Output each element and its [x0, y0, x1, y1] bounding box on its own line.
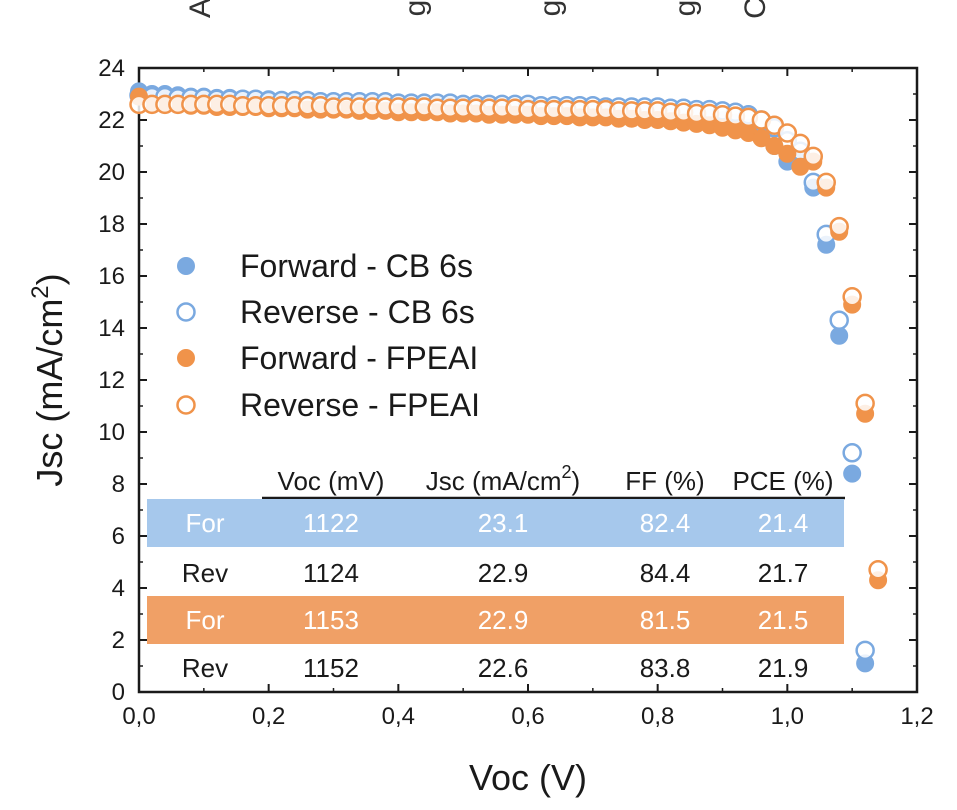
- y-tick-label: 22: [98, 107, 125, 134]
- x-axis-title: Voc (V): [469, 757, 587, 798]
- table-row-band-blue: [147, 499, 844, 547]
- data-point: [842, 443, 862, 463]
- table-header-close: ): [572, 466, 581, 496]
- top-label-1: g: [399, 0, 432, 16]
- x-tick-label: 0,2: [252, 703, 285, 730]
- y-axis-title-sup: 2: [27, 285, 54, 298]
- table-cell: 81.5: [640, 605, 691, 635]
- x-tick-label: 0,0: [122, 703, 155, 730]
- top-label-0: A: [184, 0, 217, 18]
- table-header: Jsc (mA/cm2): [426, 462, 580, 496]
- table-cell: 21.4: [758, 508, 809, 538]
- data-point: [868, 560, 888, 580]
- x-axis: 0,0 0,2 0,4 0,6 0,8 1,0 1,2: [122, 68, 934, 730]
- y-tick-label: 4: [112, 575, 125, 602]
- legend-marker: [177, 349, 195, 367]
- data-point: [843, 464, 862, 483]
- x-tick-label: 0,6: [511, 703, 544, 730]
- data-point: [803, 146, 824, 167]
- performance-table: Voc (mV) Jsc (mA/cm2) FF (%) PCE (%) For 1122…: [147, 462, 845, 683]
- legend-marker: [176, 302, 196, 322]
- table-cell: 1124: [303, 558, 359, 588]
- table-header-main: Jsc (mA/cm: [426, 466, 562, 496]
- data-point: [855, 640, 875, 661]
- table-cell: 21.5: [758, 605, 809, 635]
- table-row-label: For: [186, 605, 225, 635]
- y-tick-label: 10: [98, 419, 125, 446]
- legend-label: Reverse - FPEAI: [240, 387, 480, 423]
- data-point: [777, 123, 798, 143]
- data-point: [829, 216, 849, 237]
- legend: Forward - CB 6s Reverse - CB 6s Forward - …: [176, 248, 480, 423]
- table-cell: 82.4: [640, 508, 691, 538]
- y-axis-title-main: Jsc (mA/cm: [29, 299, 70, 487]
- top-label-3: g: [669, 0, 702, 16]
- data-point: [816, 172, 836, 193]
- x-tick-label: 0,4: [382, 703, 415, 730]
- y-tick-label: 2: [112, 627, 125, 654]
- table-cell: 22.9: [478, 558, 529, 588]
- table-cell: 1152: [303, 653, 359, 683]
- legend-marker: [176, 395, 196, 415]
- data-series: [129, 82, 888, 673]
- data-point: [855, 393, 875, 414]
- table-cell: 84.4: [640, 558, 691, 588]
- data-point: [778, 144, 797, 163]
- series-3: [129, 94, 888, 580]
- x-tick-label: 1,2: [900, 703, 933, 730]
- table-row-label: Rev: [182, 558, 228, 588]
- y-tick-label: 12: [98, 367, 125, 394]
- legend-label: Reverse - CB 6s: [240, 294, 475, 330]
- x-tick-label: 1,0: [771, 703, 804, 730]
- table-cell: 21.7: [758, 558, 809, 588]
- table-cell: 83.8: [640, 653, 691, 683]
- y-tick-label: 0: [112, 679, 125, 706]
- data-point: [842, 287, 862, 307]
- table-cell: 23.1: [478, 508, 529, 538]
- table-cell: 1122: [303, 508, 359, 538]
- table-header: Voc (mV): [278, 466, 385, 496]
- y-tick-label: 20: [98, 159, 125, 186]
- table-row-label: Rev: [182, 653, 228, 683]
- y-tick-label: 6: [112, 523, 125, 550]
- y-tick-label: 8: [112, 471, 125, 498]
- data-point: [829, 310, 849, 330]
- legend-label: Forward - CB 6s: [240, 248, 473, 284]
- legend-marker: [177, 257, 195, 275]
- table-cell: 21.9: [758, 653, 809, 683]
- y-axis-title: Jsc (mA/cm2): [27, 273, 70, 486]
- top-label-2: g: [534, 0, 567, 16]
- table-header: PCE (%): [732, 466, 833, 496]
- x-tick-label: 0,8: [641, 703, 674, 730]
- table-header: FF (%): [625, 466, 704, 496]
- top-label-4: C: [739, 0, 772, 19]
- table-row-label: For: [186, 508, 225, 538]
- legend-label: Forward - FPEAI: [240, 340, 478, 376]
- y-tick-label: 24: [98, 55, 125, 82]
- y-axis-title-close: ): [29, 273, 70, 285]
- table-header-sup: 2: [562, 462, 572, 482]
- y-tick-label: 18: [98, 211, 125, 238]
- table-row-band-orange: [147, 596, 844, 644]
- table-cell: 22.9: [478, 605, 529, 635]
- table-cell: 1153: [303, 605, 359, 635]
- data-point: [790, 133, 811, 154]
- y-tick-label: 14: [98, 315, 125, 342]
- table-cell: 22.6: [478, 653, 529, 683]
- y-tick-label: 16: [98, 263, 125, 290]
